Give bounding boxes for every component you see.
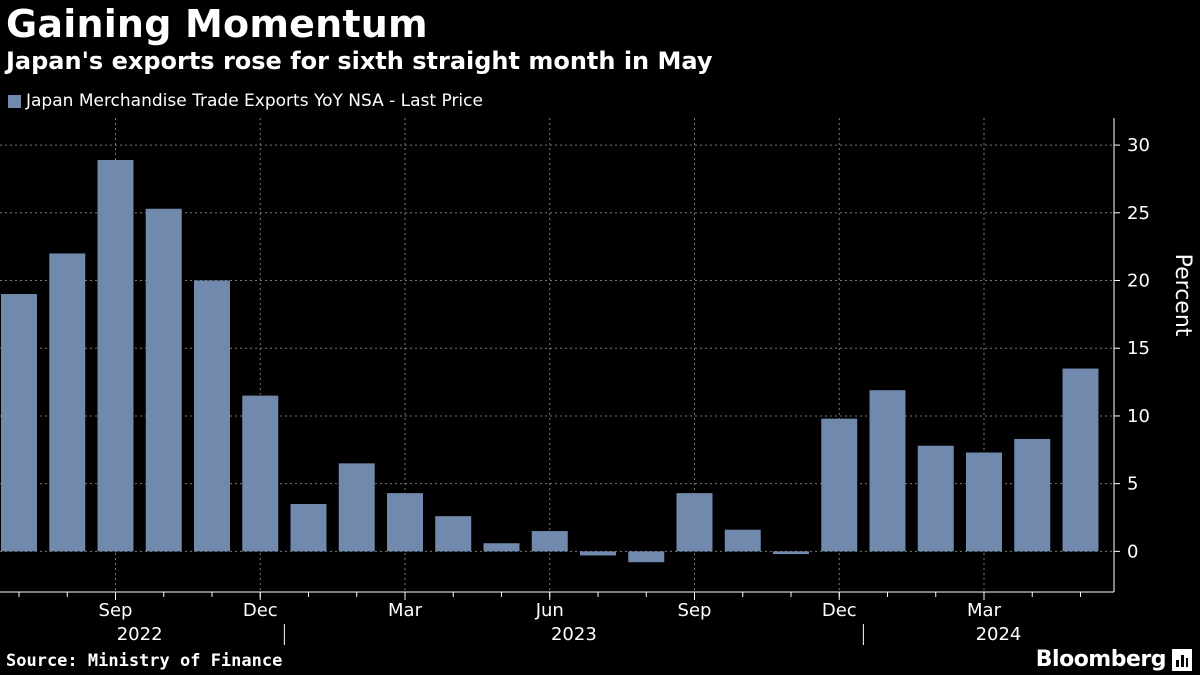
y-tick-label: 0 xyxy=(1127,541,1138,562)
bar xyxy=(387,493,423,552)
bar xyxy=(917,445,954,552)
chart-subtitle: Japan's exports rose for sixth straight … xyxy=(6,47,713,75)
y-tick-label: 5 xyxy=(1127,474,1138,495)
bar xyxy=(242,395,279,552)
chart-title: Gaining Momentum xyxy=(6,2,428,46)
bar xyxy=(1,294,37,552)
legend: Japan Merchandise Trade Exports YoY NSA … xyxy=(8,91,483,111)
bar xyxy=(724,529,761,552)
bar xyxy=(435,516,472,552)
y-tick-label: 25 xyxy=(1127,203,1150,224)
bar xyxy=(194,280,230,552)
bar xyxy=(97,159,134,552)
x-year-label: 2023 xyxy=(551,624,597,645)
bar xyxy=(628,551,665,563)
axes: 0 5 10 15 20 25 30 Sep Dec Mar Jun Sep Dec Mar 2022 202… xyxy=(0,118,1195,645)
bar xyxy=(531,531,568,552)
legend-label: Japan Merchandise Trade Exports YoY NSA … xyxy=(26,91,483,111)
y-tick-label: 30 xyxy=(1127,135,1150,156)
bar xyxy=(580,551,616,556)
chart-logo-icon xyxy=(1172,648,1192,671)
bar xyxy=(966,452,1002,552)
x-tick-label: Mar xyxy=(967,600,1002,621)
bar xyxy=(821,418,858,552)
bars xyxy=(1,159,1099,563)
bar xyxy=(145,208,182,552)
x-year-label: 2022 xyxy=(117,624,163,645)
bar xyxy=(49,253,86,552)
bar xyxy=(1062,368,1099,552)
bar xyxy=(338,463,375,552)
bar xyxy=(676,493,713,552)
x-tick-label: Dec xyxy=(822,600,857,621)
y-axis-label: Percent xyxy=(1170,254,1195,337)
y-tick-label: 20 xyxy=(1127,271,1150,292)
x-tick-label: Dec xyxy=(243,600,278,621)
x-tick-label: Sep xyxy=(678,600,712,621)
bar xyxy=(869,390,906,552)
x-tick-label: Mar xyxy=(388,600,423,621)
x-year-label: 2024 xyxy=(976,624,1022,645)
y-tick-label: 10 xyxy=(1127,406,1150,427)
bar xyxy=(773,551,809,555)
bar xyxy=(290,503,327,552)
bloomberg-logo: Bloomberg xyxy=(1035,647,1167,672)
x-tick-label: Jun xyxy=(535,600,564,621)
bar xyxy=(1014,438,1051,552)
x-tick-label: Sep xyxy=(99,600,133,621)
brand: Bloomberg xyxy=(1036,647,1192,672)
bar xyxy=(483,543,520,552)
source-note: Source: Ministry of Finance xyxy=(6,651,283,671)
legend-swatch xyxy=(8,94,21,108)
y-tick-label: 15 xyxy=(1127,338,1150,359)
